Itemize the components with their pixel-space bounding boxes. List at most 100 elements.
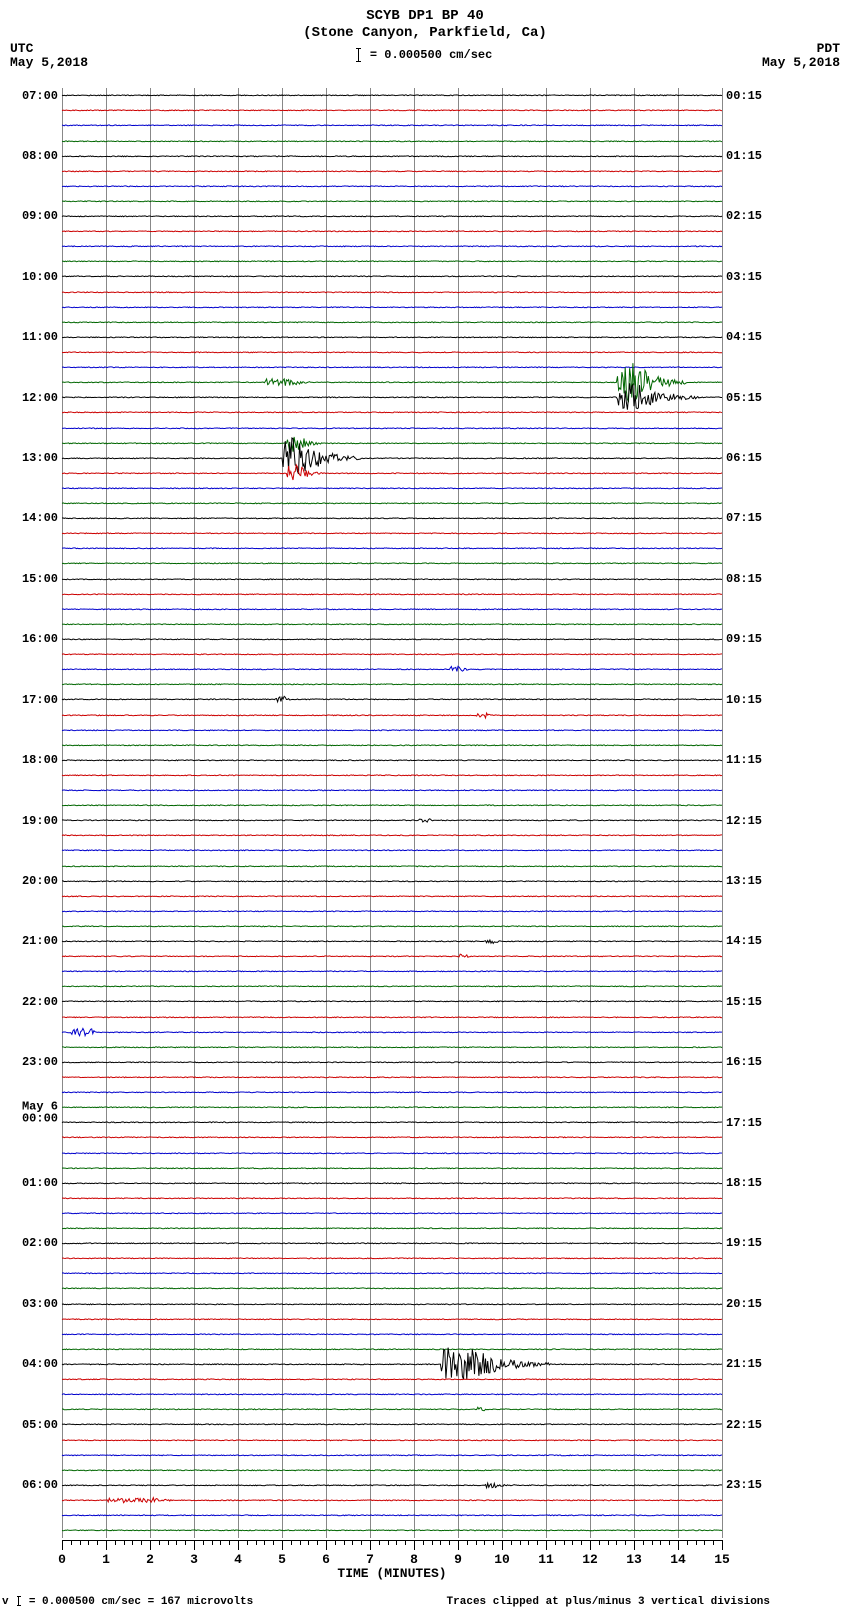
x-tick-minor bbox=[132, 1540, 133, 1545]
x-tick-major bbox=[590, 1540, 591, 1550]
x-axis-baseline bbox=[62, 1540, 722, 1541]
x-tick-major bbox=[546, 1540, 547, 1550]
time-label-utc: 10:00 bbox=[4, 270, 58, 284]
footer-scalebar-icon bbox=[18, 1596, 19, 1606]
x-tick-label: 7 bbox=[366, 1552, 374, 1567]
time-label-pdt: 18:15 bbox=[726, 1176, 774, 1190]
x-tick-minor bbox=[493, 1540, 494, 1545]
x-tick-minor bbox=[212, 1540, 213, 1545]
x-tick-minor bbox=[115, 1540, 116, 1545]
x-tick-minor bbox=[476, 1540, 477, 1545]
x-axis: TIME (MINUTES) 0123456789101112131415 bbox=[62, 1540, 722, 1590]
x-tick-major bbox=[678, 1540, 679, 1550]
footer-right: Traces clipped at plus/minus 3 vertical … bbox=[447, 1596, 770, 1608]
x-tick-major bbox=[238, 1540, 239, 1550]
x-tick-minor bbox=[185, 1540, 186, 1545]
x-tick-minor bbox=[405, 1540, 406, 1545]
x-tick-minor bbox=[564, 1540, 565, 1545]
x-tick-minor bbox=[484, 1540, 485, 1545]
x-tick-minor bbox=[449, 1540, 450, 1545]
time-label-pdt: 23:15 bbox=[726, 1478, 774, 1492]
x-tick-minor bbox=[520, 1540, 521, 1545]
x-tick-label: 6 bbox=[322, 1552, 330, 1567]
x-tick-major bbox=[150, 1540, 151, 1550]
time-label-utc: 17:00 bbox=[4, 693, 58, 707]
x-tick-major bbox=[282, 1540, 283, 1550]
x-tick-minor bbox=[616, 1540, 617, 1545]
x-tick-label: 8 bbox=[410, 1552, 418, 1567]
x-tick-minor bbox=[652, 1540, 653, 1545]
x-tick-minor bbox=[423, 1540, 424, 1545]
x-tick-minor bbox=[141, 1540, 142, 1545]
x-tick-label: 2 bbox=[146, 1552, 154, 1567]
time-label-pdt: 21:15 bbox=[726, 1357, 774, 1371]
time-label-pdt: 07:15 bbox=[726, 511, 774, 525]
time-label-utc: 23:00 bbox=[4, 1055, 58, 1069]
x-tick-minor bbox=[511, 1540, 512, 1545]
x-tick-minor bbox=[203, 1540, 204, 1545]
time-label-utc: 14:00 bbox=[4, 511, 58, 525]
x-tick-major bbox=[62, 1540, 63, 1550]
time-label-utc: 15:00 bbox=[4, 572, 58, 586]
x-tick-minor bbox=[696, 1540, 697, 1545]
x-tick-major bbox=[106, 1540, 107, 1550]
gridline-v bbox=[722, 88, 723, 1538]
x-tick-minor bbox=[300, 1540, 301, 1545]
time-label-utc: 12:00 bbox=[4, 391, 58, 405]
time-label-utc: 21:00 bbox=[4, 934, 58, 948]
time-label-pdt: 19:15 bbox=[726, 1236, 774, 1250]
time-label-pdt: 00:15 bbox=[726, 89, 774, 103]
time-label-pdt: 03:15 bbox=[726, 270, 774, 284]
x-tick-minor bbox=[291, 1540, 292, 1545]
x-tick-minor bbox=[379, 1540, 380, 1545]
x-tick-minor bbox=[168, 1540, 169, 1545]
time-label-pdt: 01:15 bbox=[726, 149, 774, 163]
x-tick-minor bbox=[176, 1540, 177, 1545]
time-label-pdt: 02:15 bbox=[726, 209, 774, 223]
x-tick-major bbox=[634, 1540, 635, 1550]
x-tick-minor bbox=[344, 1540, 345, 1545]
x-tick-minor bbox=[335, 1540, 336, 1545]
x-tick-label: 9 bbox=[454, 1552, 462, 1567]
x-tick-minor bbox=[247, 1540, 248, 1545]
x-tick-major bbox=[458, 1540, 459, 1550]
time-label-utc: May 600:00 bbox=[4, 1100, 58, 1125]
x-tick-minor bbox=[669, 1540, 670, 1545]
time-label-pdt: 22:15 bbox=[726, 1418, 774, 1432]
x-tick-minor bbox=[88, 1540, 89, 1545]
time-label-utc: 06:00 bbox=[4, 1478, 58, 1492]
x-tick-label: 1 bbox=[102, 1552, 110, 1567]
time-label-utc: 09:00 bbox=[4, 209, 58, 223]
time-label-pdt: 13:15 bbox=[726, 874, 774, 888]
x-tick-label: 15 bbox=[714, 1552, 730, 1567]
tz-right: PDT May 5,2018 bbox=[762, 42, 840, 71]
x-tick-major bbox=[414, 1540, 415, 1550]
x-tick-label: 13 bbox=[626, 1552, 642, 1567]
time-label-pdt: 04:15 bbox=[726, 330, 774, 344]
x-tick-minor bbox=[643, 1540, 644, 1545]
time-label-utc: 11:00 bbox=[4, 330, 58, 344]
time-label-pdt: 08:15 bbox=[726, 572, 774, 586]
time-label-utc: 02:00 bbox=[4, 1236, 58, 1250]
x-tick-minor bbox=[687, 1540, 688, 1545]
x-tick-minor bbox=[256, 1540, 257, 1545]
x-tick-minor bbox=[97, 1540, 98, 1545]
x-tick-minor bbox=[361, 1540, 362, 1545]
x-tick-label: 0 bbox=[58, 1552, 66, 1567]
time-label-utc: 07:00 bbox=[4, 89, 58, 103]
x-tick-minor bbox=[555, 1540, 556, 1545]
footer-left-text: = 0.000500 cm/sec = 167 microvolts bbox=[29, 1596, 253, 1608]
time-label-pdt: 10:15 bbox=[726, 693, 774, 707]
time-label-utc: 13:00 bbox=[4, 451, 58, 465]
time-label-pdt: 05:15 bbox=[726, 391, 774, 405]
x-tick-minor bbox=[467, 1540, 468, 1545]
x-tick-major bbox=[502, 1540, 503, 1550]
x-tick-minor bbox=[317, 1540, 318, 1545]
x-tick-minor bbox=[572, 1540, 573, 1545]
x-tick-label: 5 bbox=[278, 1552, 286, 1567]
x-tick-label: 14 bbox=[670, 1552, 686, 1567]
time-label-pdt: 11:15 bbox=[726, 753, 774, 767]
time-label-utc: 03:00 bbox=[4, 1297, 58, 1311]
x-tick-minor bbox=[396, 1540, 397, 1545]
x-tick-minor bbox=[229, 1540, 230, 1545]
